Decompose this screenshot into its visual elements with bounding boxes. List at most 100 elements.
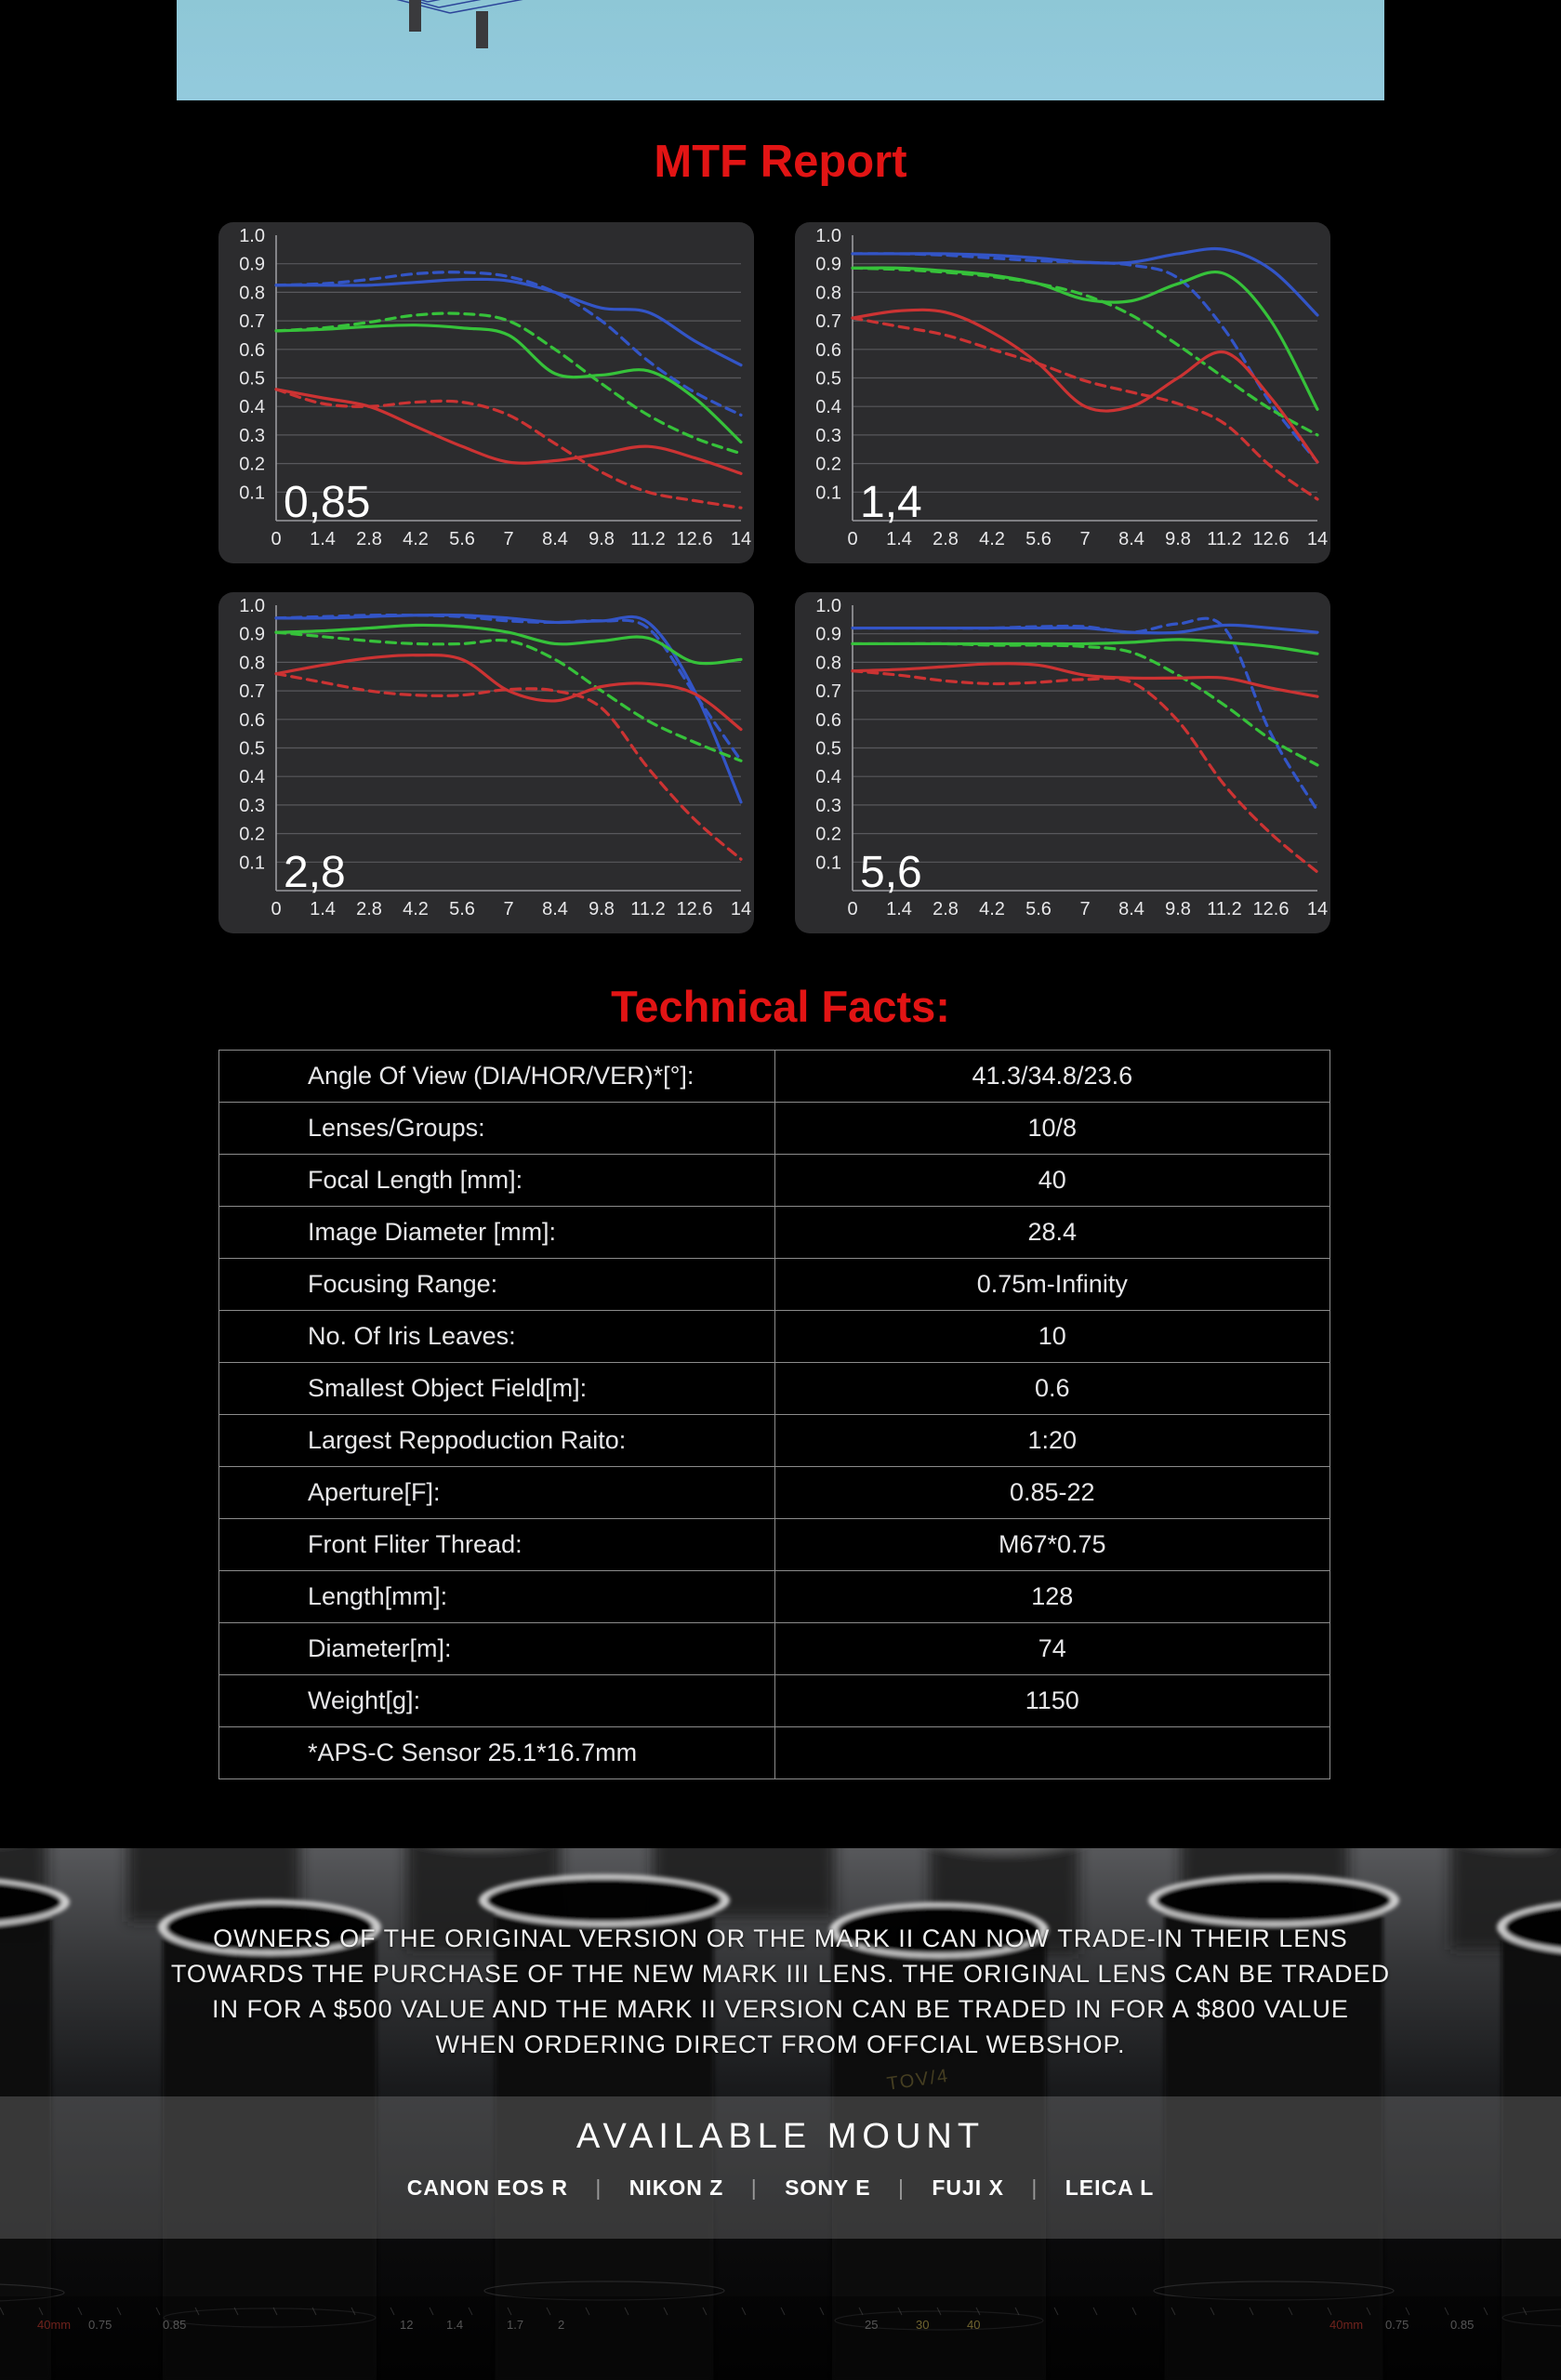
svg-text:0.1: 0.1 <box>239 853 265 873</box>
svg-text:1.4: 1.4 <box>886 529 912 549</box>
svg-text:0.9: 0.9 <box>239 255 265 275</box>
svg-text:7: 7 <box>503 529 513 549</box>
svg-text:30: 30 <box>916 2318 929 2332</box>
svg-text:40mm: 40mm <box>37 2318 71 2332</box>
svg-text:1.0: 1.0 <box>239 226 265 246</box>
svg-text:14: 14 <box>731 529 751 549</box>
svg-text:0.7: 0.7 <box>815 681 841 702</box>
svg-text:5.6: 5.6 <box>449 529 475 549</box>
svg-text:1.4: 1.4 <box>310 529 336 549</box>
svg-text:1.0: 1.0 <box>239 596 265 616</box>
svg-text:0.8: 0.8 <box>815 283 841 303</box>
svg-text:0.3: 0.3 <box>815 796 841 816</box>
svg-text:12.6: 12.6 <box>1253 899 1290 919</box>
svg-text:7: 7 <box>1079 899 1090 919</box>
svg-text:11.2: 11.2 <box>1207 529 1241 549</box>
svg-text:0.6: 0.6 <box>239 710 265 731</box>
svg-text:0.8: 0.8 <box>239 283 265 303</box>
svg-text:1.4: 1.4 <box>446 2318 463 2332</box>
svg-text:2.8: 2.8 <box>356 529 382 549</box>
svg-text:0.85: 0.85 <box>1450 2318 1474 2332</box>
svg-text:11.2: 11.2 <box>630 529 665 549</box>
svg-text:7: 7 <box>1079 529 1090 549</box>
svg-text:9.8: 9.8 <box>1165 529 1191 549</box>
svg-text:0.5: 0.5 <box>239 369 265 390</box>
svg-text:0.8: 0.8 <box>815 653 841 673</box>
svg-text:0.2: 0.2 <box>239 455 265 475</box>
svg-text:0.4: 0.4 <box>815 767 841 787</box>
svg-text:8.4: 8.4 <box>1118 899 1144 919</box>
svg-text:2: 2 <box>558 2318 564 2332</box>
svg-text:0.75: 0.75 <box>88 2318 112 2332</box>
svg-text:5.6: 5.6 <box>449 899 475 919</box>
svg-text:0.9: 0.9 <box>815 255 841 275</box>
svg-text:1.0: 1.0 <box>815 596 841 616</box>
svg-text:12.6: 12.6 <box>677 899 713 919</box>
svg-text:0.6: 0.6 <box>815 710 841 731</box>
svg-text:0: 0 <box>847 529 857 549</box>
svg-text:4.2: 4.2 <box>403 529 429 549</box>
svg-text:0.4: 0.4 <box>239 397 265 417</box>
svg-text:0: 0 <box>271 899 281 919</box>
svg-text:0.3: 0.3 <box>239 426 265 446</box>
svg-text:11.2: 11.2 <box>1207 899 1241 919</box>
svg-text:0.1: 0.1 <box>815 853 841 873</box>
svg-text:1.0: 1.0 <box>815 226 841 246</box>
svg-text:8.4: 8.4 <box>542 529 568 549</box>
svg-text:1,4: 1,4 <box>860 478 922 527</box>
svg-text:4.2: 4.2 <box>403 899 429 919</box>
svg-text:0.2: 0.2 <box>239 825 265 845</box>
svg-text:2.8: 2.8 <box>933 529 959 549</box>
svg-text:40: 40 <box>967 2318 980 2332</box>
svg-text:0.9: 0.9 <box>239 625 265 645</box>
svg-text:0,85: 0,85 <box>284 478 370 527</box>
svg-text:0.5: 0.5 <box>815 369 841 390</box>
svg-text:7: 7 <box>503 899 513 919</box>
svg-text:25: 25 <box>865 2318 878 2332</box>
svg-text:0.5: 0.5 <box>239 739 265 760</box>
svg-text:2.8: 2.8 <box>933 899 959 919</box>
svg-text:0.1: 0.1 <box>239 483 265 503</box>
svg-text:12.6: 12.6 <box>1253 529 1290 549</box>
svg-text:0: 0 <box>271 529 281 549</box>
svg-text:0.3: 0.3 <box>815 426 841 446</box>
svg-text:0.8: 0.8 <box>239 653 265 673</box>
svg-text:0.6: 0.6 <box>815 340 841 361</box>
svg-text:5.6: 5.6 <box>1025 899 1052 919</box>
svg-text:0: 0 <box>847 899 857 919</box>
svg-text:0.2: 0.2 <box>815 825 841 845</box>
svg-text:9.8: 9.8 <box>589 529 615 549</box>
svg-text:0.9: 0.9 <box>815 625 841 645</box>
svg-text:4.2: 4.2 <box>979 529 1005 549</box>
svg-text:0.6: 0.6 <box>239 340 265 361</box>
svg-text:0.75: 0.75 <box>1385 2318 1409 2332</box>
svg-text:0.5: 0.5 <box>815 739 841 760</box>
svg-text:8.4: 8.4 <box>542 899 568 919</box>
svg-text:5.6: 5.6 <box>1025 529 1052 549</box>
svg-text:0.7: 0.7 <box>239 681 265 702</box>
svg-text:0.3: 0.3 <box>239 796 265 816</box>
svg-text:12: 12 <box>400 2318 413 2332</box>
svg-text:8.4: 8.4 <box>1118 529 1144 549</box>
svg-text:5,6: 5,6 <box>860 848 922 897</box>
svg-text:4.2: 4.2 <box>979 899 1005 919</box>
svg-text:9.8: 9.8 <box>589 899 615 919</box>
svg-text:2,8: 2,8 <box>284 848 346 897</box>
svg-text:14: 14 <box>1307 529 1328 549</box>
svg-text:2.8: 2.8 <box>356 899 382 919</box>
svg-text:0.2: 0.2 <box>815 455 841 475</box>
svg-text:1.4: 1.4 <box>886 899 912 919</box>
svg-text:11.2: 11.2 <box>630 899 665 919</box>
svg-text:0.7: 0.7 <box>815 311 841 332</box>
svg-text:0.85: 0.85 <box>163 2318 186 2332</box>
svg-text:0.4: 0.4 <box>815 397 841 417</box>
svg-text:0.7: 0.7 <box>239 311 265 332</box>
svg-text:40mm: 40mm <box>1329 2318 1363 2332</box>
svg-text:1.4: 1.4 <box>310 899 336 919</box>
svg-text:14: 14 <box>731 899 751 919</box>
svg-text:12.6: 12.6 <box>677 529 713 549</box>
svg-text:9.8: 9.8 <box>1165 899 1191 919</box>
svg-text:0.4: 0.4 <box>239 767 265 787</box>
svg-text:1.7: 1.7 <box>507 2318 523 2332</box>
svg-text:14: 14 <box>1307 899 1328 919</box>
